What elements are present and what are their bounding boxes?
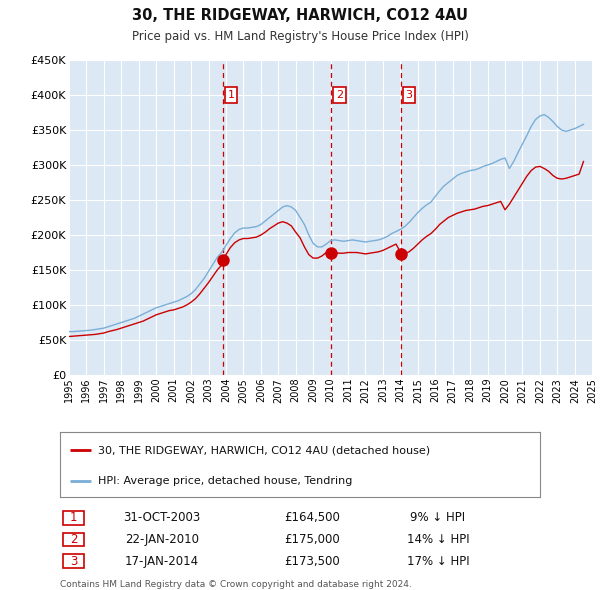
Text: £175,000: £175,000: [284, 533, 340, 546]
Text: Price paid vs. HM Land Registry's House Price Index (HPI): Price paid vs. HM Land Registry's House …: [131, 30, 469, 43]
Text: 9% ↓ HPI: 9% ↓ HPI: [410, 512, 466, 525]
Text: 3: 3: [406, 90, 413, 100]
Text: 1: 1: [227, 90, 235, 100]
Text: 17-JAN-2014: 17-JAN-2014: [125, 555, 199, 568]
Text: 2: 2: [70, 533, 77, 546]
Text: 22-JAN-2010: 22-JAN-2010: [125, 533, 199, 546]
Text: Contains HM Land Registry data © Crown copyright and database right 2024.: Contains HM Land Registry data © Crown c…: [60, 580, 412, 589]
Text: 14% ↓ HPI: 14% ↓ HPI: [407, 533, 469, 546]
Text: 3: 3: [70, 555, 77, 568]
Text: 31-OCT-2003: 31-OCT-2003: [124, 512, 200, 525]
Text: 17% ↓ HPI: 17% ↓ HPI: [407, 555, 469, 568]
Text: HPI: Average price, detached house, Tendring: HPI: Average price, detached house, Tend…: [98, 476, 353, 486]
Text: £164,500: £164,500: [284, 512, 340, 525]
Text: 1: 1: [70, 512, 77, 525]
Text: £173,500: £173,500: [284, 555, 340, 568]
Text: 2: 2: [336, 90, 343, 100]
Text: 30, THE RIDGEWAY, HARWICH, CO12 4AU (detached house): 30, THE RIDGEWAY, HARWICH, CO12 4AU (det…: [98, 445, 431, 455]
Text: 30, THE RIDGEWAY, HARWICH, CO12 4AU: 30, THE RIDGEWAY, HARWICH, CO12 4AU: [132, 8, 468, 23]
